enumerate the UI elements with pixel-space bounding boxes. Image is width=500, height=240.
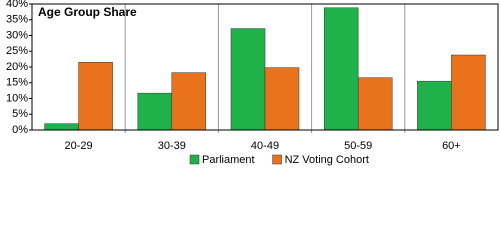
legend-swatch (272, 154, 282, 165)
y-tick-label: 10% (6, 92, 28, 104)
bar (264, 67, 300, 131)
y-tick-label: 20% (6, 61, 28, 73)
bar (357, 77, 393, 131)
y-tick-label: 25% (6, 45, 28, 57)
y-tick-label: 35% (6, 14, 28, 26)
y-tick-label: 30% (6, 29, 28, 41)
x-tick-label: 20-29 (65, 140, 93, 152)
y-tick-label: 15% (6, 77, 28, 89)
x-tick-label: 40-49 (251, 140, 279, 152)
bar (323, 7, 359, 131)
x-tick-label: 50-59 (344, 140, 372, 152)
bar (417, 80, 452, 131)
bar (230, 28, 266, 131)
bar (171, 72, 207, 131)
chart-title: Age Group Share (38, 5, 137, 19)
bar (44, 123, 79, 131)
bar (451, 54, 486, 131)
y-tick-label: 0% (12, 124, 28, 136)
x-tick-label: 30-39 (158, 140, 186, 152)
x-tick-label: 60+ (442, 140, 461, 152)
legend-label: NZ Voting Cohort (285, 154, 369, 166)
bar (78, 62, 113, 131)
legend-swatch (189, 154, 200, 165)
legend-label: Parliament (202, 154, 255, 166)
plot-border (31, 3, 499, 131)
chart: Age Group Share 0% 5% 10% 15% 20% 25% 30% 35% 40… (5, 0, 499, 166)
y-tick-label: 5% (12, 108, 28, 120)
y-tick-label: 40% (6, 0, 28, 10)
bar (137, 92, 173, 131)
